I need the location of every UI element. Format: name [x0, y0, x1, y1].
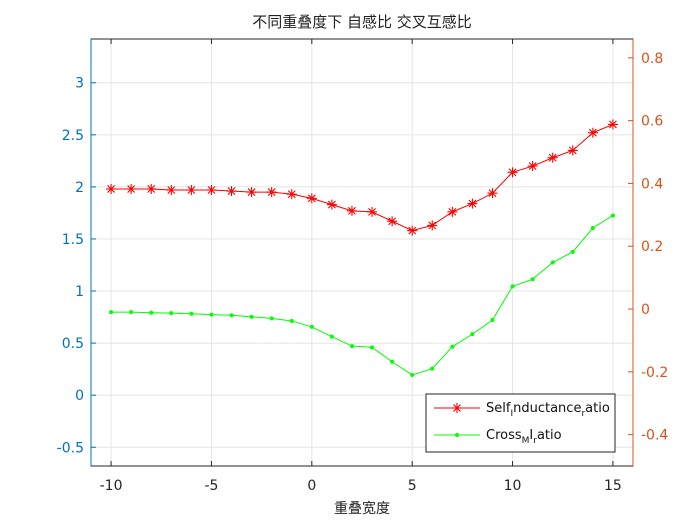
series-1-point-18 — [470, 332, 475, 337]
y-right-tick-label-5: 0.6 — [641, 114, 663, 130]
y-right-tick-label-0: -0.4 — [641, 428, 668, 444]
y-left-tick-label-0: -0.5 — [57, 440, 84, 456]
series-0-point-7 — [246, 187, 257, 198]
series-1-point-24 — [590, 226, 595, 231]
x-tick-label-3: 5 — [408, 478, 417, 494]
series-0-point-14 — [387, 216, 398, 227]
series-0-point-25 — [607, 119, 618, 130]
series-0-point-20 — [507, 167, 518, 178]
series-0-point-24 — [587, 127, 598, 138]
y-right-tick-label-3: 0.2 — [641, 239, 663, 255]
x-axis-label: 重叠宽度 — [334, 500, 390, 517]
y-axis-left: -0.5 0 0.5 1 1.5 2 2.5 3 — [57, 39, 96, 466]
x-tick-label-1: -5 — [204, 478, 218, 494]
legend: SelfInductanceratio CrossMIratio — [425, 393, 616, 453]
series-1-point-22 — [550, 260, 555, 265]
series-1-point-2 — [149, 310, 154, 315]
series-0-point-4 — [186, 185, 197, 196]
x-axis: -10 -5 0 5 10 15 — [100, 39, 622, 494]
series-0-point-2 — [146, 183, 157, 194]
series-1-point-13 — [370, 345, 375, 350]
series-1-point-0 — [109, 310, 114, 315]
series-1-point-23 — [570, 249, 575, 254]
series-1-point-4 — [189, 311, 194, 316]
series-0-point-6 — [226, 186, 237, 197]
legend-label-cross: CrossMIratio — [486, 428, 562, 446]
series-0-point-5 — [206, 185, 217, 196]
series-0-point-18 — [467, 198, 478, 209]
series-1-point-12 — [349, 344, 354, 349]
series-0-point-1 — [126, 183, 137, 194]
series-1-point-9 — [289, 318, 294, 323]
legend-label-self: SelfInductanceratio — [486, 401, 610, 419]
series-line-1 — [111, 215, 614, 376]
series-1-point-10 — [309, 324, 314, 329]
y-left-tick-label-6: 2.5 — [62, 128, 84, 144]
series-1-point-3 — [169, 311, 174, 316]
series-1-point-8 — [269, 316, 274, 321]
series-0-point-8 — [266, 187, 277, 198]
legend-marker-cross — [455, 433, 459, 437]
series-0-point-0 — [106, 183, 117, 194]
series-0-point-19 — [487, 188, 498, 199]
y-right-tick-label-1: -0.2 — [641, 365, 668, 381]
series-1-point-25 — [610, 213, 615, 218]
y-left-tick-label-1: 0 — [75, 388, 84, 404]
series-0-point-9 — [286, 189, 297, 200]
series-0-point-3 — [166, 185, 177, 196]
series-0-point-17 — [447, 206, 458, 217]
series-1-point-1 — [129, 310, 134, 315]
x-tick-label-2: 0 — [307, 478, 316, 494]
y-right-tick-label-6: 0.8 — [641, 51, 663, 67]
series-1-point-11 — [329, 334, 334, 339]
series-1-point-14 — [390, 359, 395, 364]
series-layer — [106, 119, 618, 377]
series-0-point-13 — [367, 206, 378, 217]
series-1-point-6 — [229, 313, 234, 318]
legend-entry-self: SelfInductanceratio — [434, 401, 610, 419]
y-right-tick-label-2: 0 — [641, 302, 650, 318]
x-tick-label-4: 10 — [504, 478, 522, 494]
y-left-tick-label-7: 3 — [75, 76, 84, 92]
series-1-point-21 — [530, 277, 535, 282]
series-0-point-15 — [407, 225, 418, 236]
series-1-point-20 — [510, 284, 515, 289]
y-left-tick-label-3: 1 — [75, 284, 84, 300]
legend-marker-self-glyph — [452, 403, 462, 413]
x-tick-label-0: -10 — [100, 478, 123, 494]
y-left-tick-label-5: 2 — [75, 180, 84, 196]
chart-title: 不同重叠度下 自感比 交叉互感比 — [252, 13, 472, 31]
series-0-point-16 — [427, 220, 438, 231]
series-0-point-11 — [326, 199, 337, 210]
series-1-point-15 — [410, 372, 415, 377]
series-0-point-10 — [306, 193, 317, 204]
series-1-point-19 — [490, 318, 495, 323]
series-1-point-16 — [430, 366, 435, 371]
x-tick-label-5: 15 — [604, 478, 622, 494]
series-0-point-21 — [527, 161, 538, 172]
series-0-point-12 — [346, 205, 357, 216]
y-axis-right: -0.4 -0.2 0 0.2 0.4 0.6 0.8 — [628, 39, 668, 466]
y-left-tick-label-4: 1.5 — [62, 232, 84, 248]
series-1-point-5 — [209, 312, 214, 317]
legend-entry-cross: CrossMIratio — [434, 428, 562, 446]
series-1-point-7 — [249, 314, 254, 319]
series-1-point-17 — [450, 344, 455, 349]
y-left-tick-label-2: 0.5 — [62, 336, 84, 352]
y-right-tick-label-4: 0.4 — [641, 176, 663, 192]
series-0-point-23 — [567, 145, 578, 156]
series-0-point-22 — [547, 152, 558, 163]
legend-marker-self — [452, 403, 462, 413]
grid — [91, 39, 633, 466]
